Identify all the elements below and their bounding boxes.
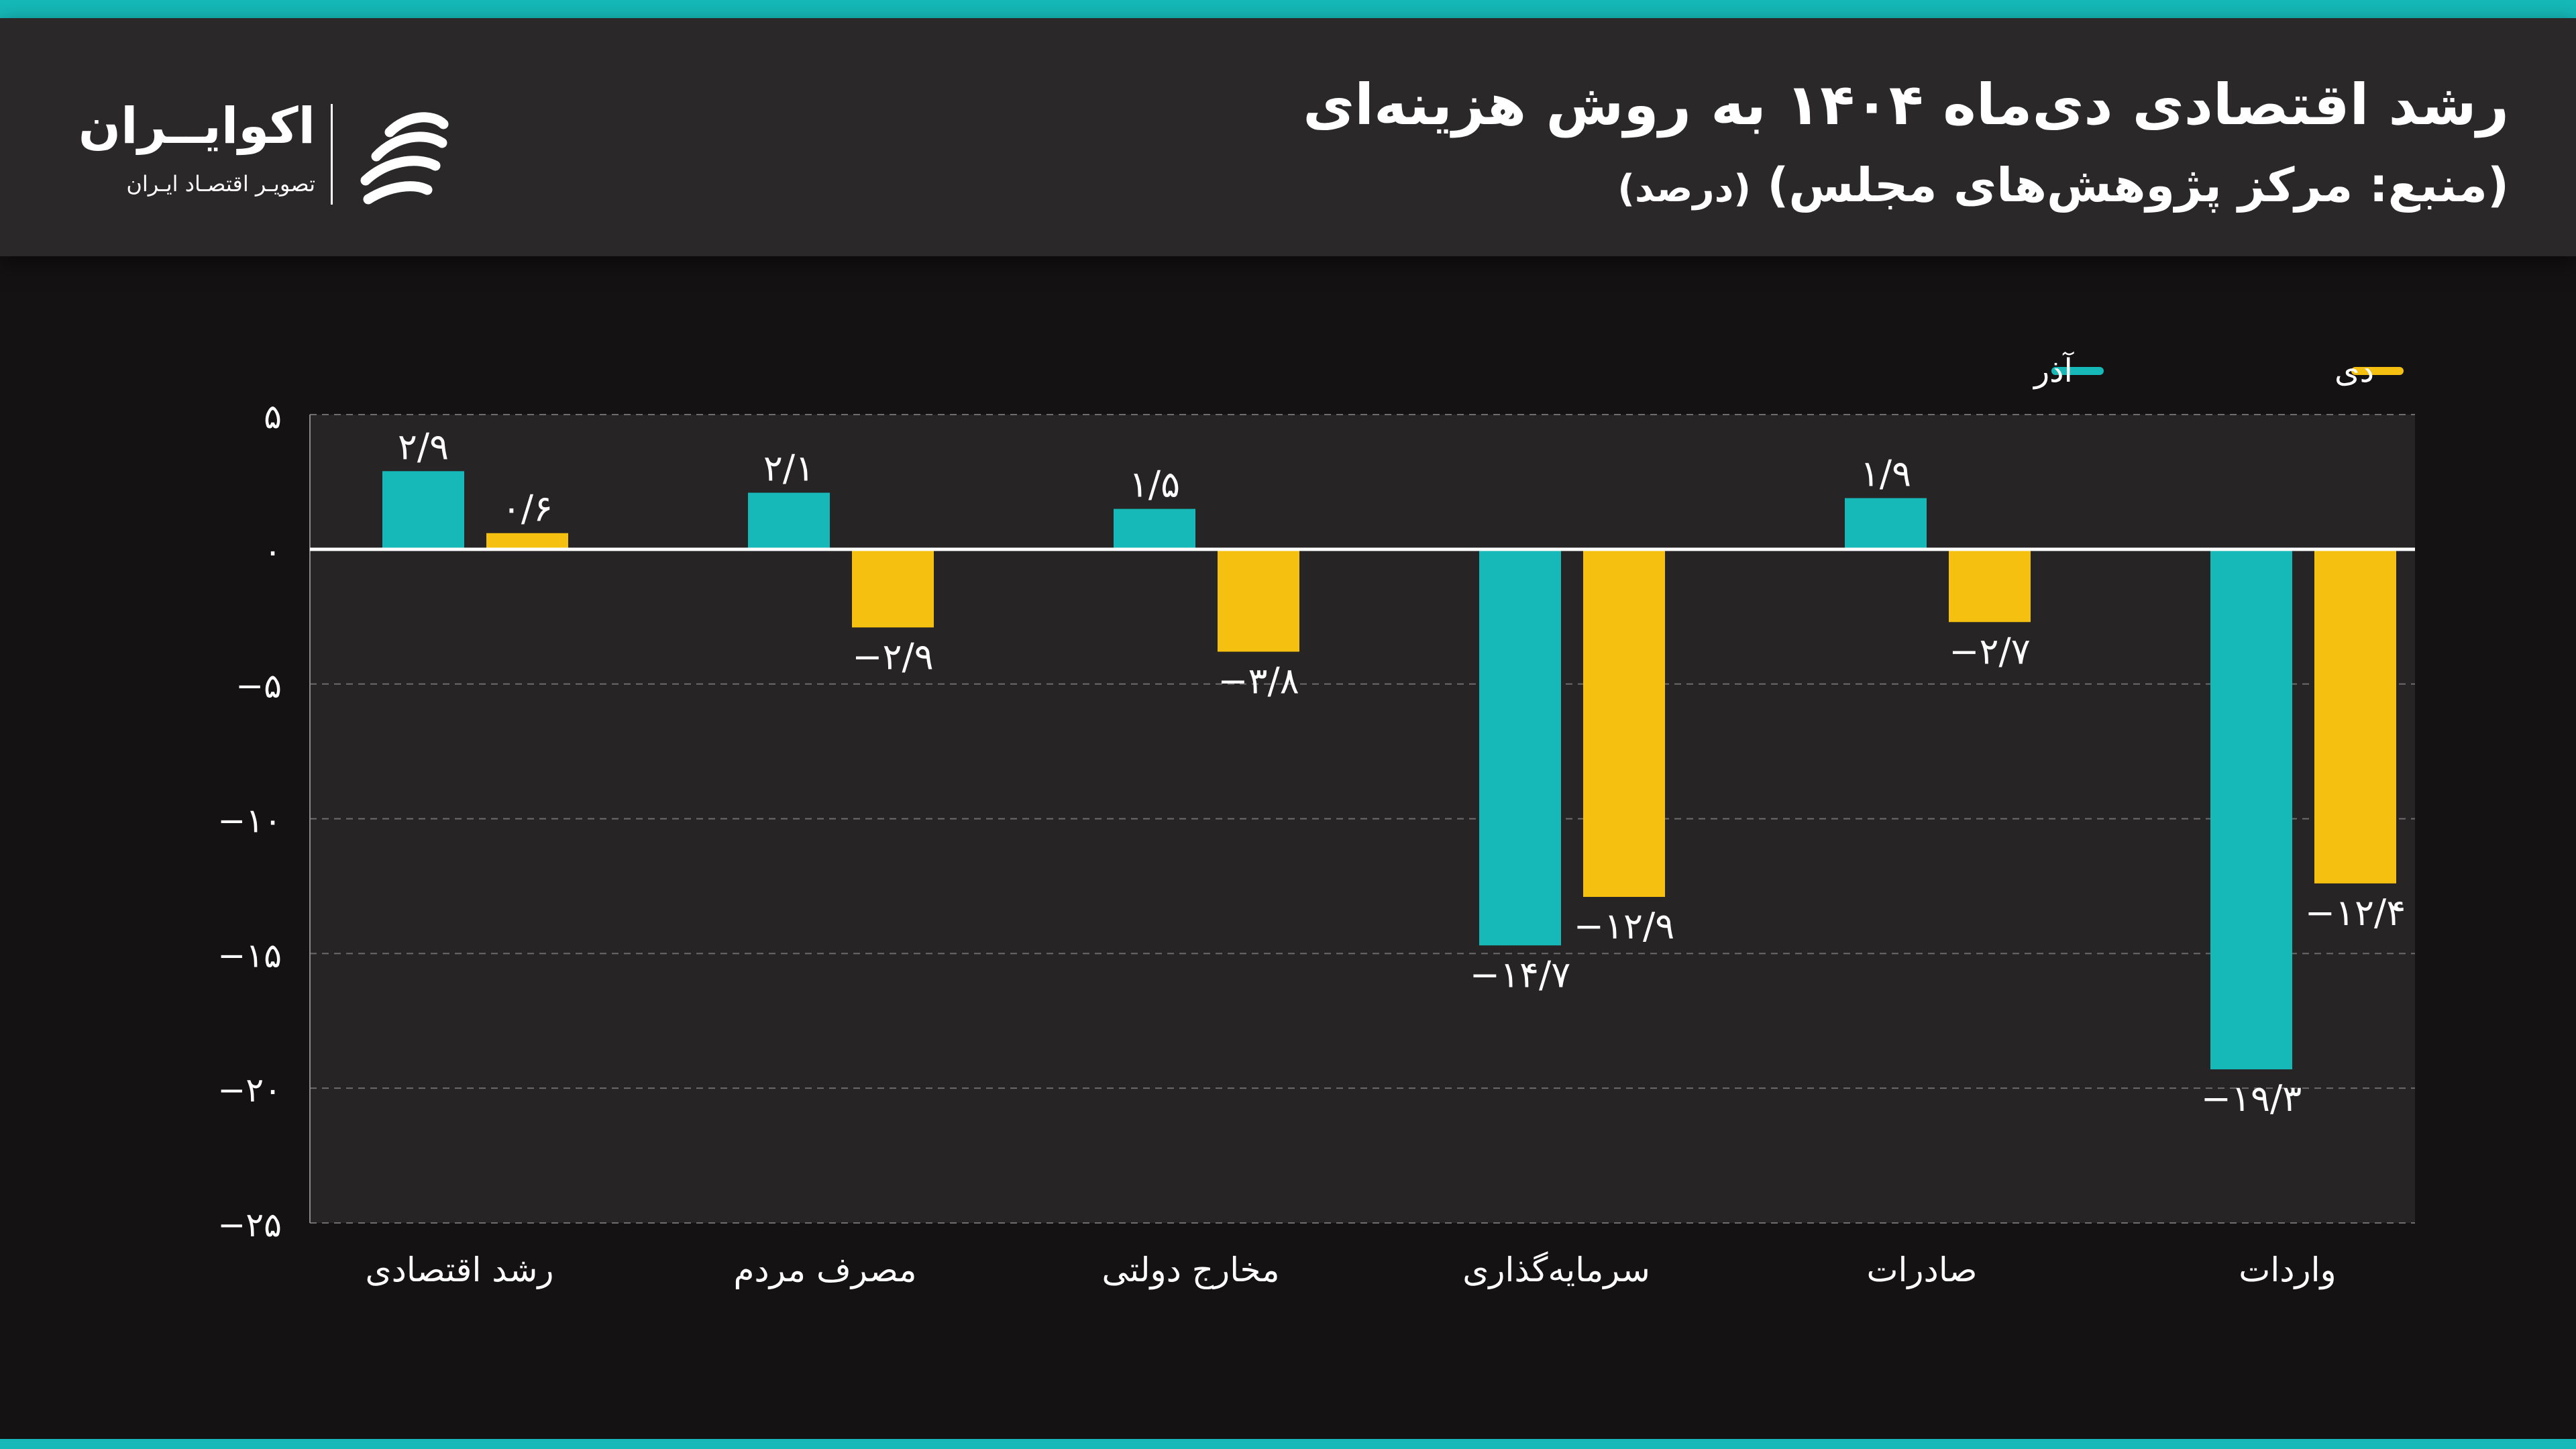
data-label: ۱/۵ (1129, 464, 1180, 506)
unit-text: (درصد) (1617, 167, 1751, 211)
bar-dey (486, 533, 568, 549)
legend-label: دی (2334, 352, 2374, 390)
page-title: رشد اقتصادی دی‌ماه ۱۴۰۴ به روش هزینه‌ای (1303, 72, 2509, 138)
data-label: −۱۲/۴ (2305, 892, 2406, 934)
logo-name: اکوایــران (78, 97, 315, 155)
data-label: ۱/۹ (1860, 453, 1911, 495)
data-label: −۲/۹ (852, 635, 933, 678)
bar-azar (382, 471, 464, 549)
y-tick-label: −۲۰ (217, 1071, 282, 1110)
data-label: ۲/۱ (763, 447, 814, 489)
y-tick-label: ۵ (264, 397, 282, 436)
bar-azar (2210, 549, 2292, 1070)
logo-tagline: تصویـر اقتصـاد ایـران (126, 171, 315, 197)
bar-dey (1583, 549, 1665, 897)
brand-logo: اکوایــران تصویـر اقتصـاد ایـران (78, 85, 466, 219)
y-tick-label: −۱۰ (217, 802, 282, 841)
bar-dey (1218, 549, 1299, 652)
x-tick-label: مخارج دولتی (1102, 1250, 1279, 1290)
data-label: −۱۹/۳ (2201, 1077, 2302, 1120)
top-accent-strip (0, 0, 2576, 18)
ecoiran-logo-icon (360, 112, 449, 205)
page-subtitle: (منبع: مرکز پژوهش‌های مجلس) (درصد) (1617, 158, 2509, 213)
x-tick-label: صادرات (1866, 1250, 1977, 1289)
bar-azar (1114, 508, 1195, 549)
x-tick-label: سرمایه‌گذاری (1462, 1250, 1650, 1289)
bar-azar (748, 492, 830, 549)
bar-azar (1479, 549, 1561, 946)
logo-divider (331, 104, 333, 205)
bar-dey (852, 549, 934, 628)
legend-swatch (2351, 367, 2404, 375)
bar-dey (1949, 549, 2031, 623)
x-tick-label: مصرف مردم (733, 1250, 916, 1289)
data-label: ۰/۶ (502, 488, 553, 530)
y-tick-label: −۵ (235, 667, 282, 706)
bar-dey (2314, 549, 2396, 883)
data-label: −۱۴/۷ (1470, 953, 1570, 996)
x-tick-label: رشد اقتصادی (365, 1250, 553, 1289)
y-tick-label: −۲۵ (217, 1205, 282, 1244)
legend-swatch (2051, 367, 2104, 375)
source-text: (منبع: مرکز پژوهش‌های مجلس) (1767, 158, 2509, 213)
y-tick-label: ۰ (264, 532, 282, 571)
data-label: −۲/۷ (1949, 630, 2030, 672)
data-label: −۳/۸ (1218, 659, 1299, 702)
header-bar: رشد اقتصادی دی‌ماه ۱۴۰۴ به روش هزینه‌ای … (0, 18, 2576, 256)
data-label: ۲/۹ (398, 425, 449, 468)
bar-azar (1845, 498, 1927, 549)
legend-label: آذر (2033, 351, 2075, 390)
bottom-accent-strip (0, 1439, 2576, 1449)
x-tick-label: واردات (2239, 1250, 2336, 1290)
y-tick-label: −۱۵ (217, 936, 282, 975)
data-label: −۱۲/۹ (1574, 905, 1674, 947)
